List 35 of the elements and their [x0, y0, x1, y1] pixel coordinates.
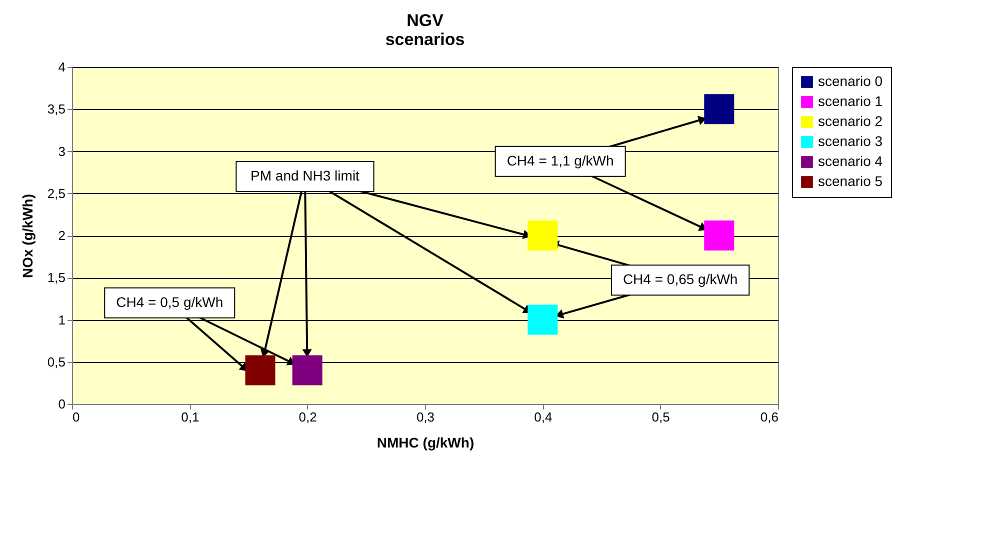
legend-label: scenario 2: [818, 113, 883, 129]
chart-title: NGV scenarios: [385, 11, 465, 49]
y-tick-label: 0: [58, 396, 66, 412]
point: [245, 355, 276, 386]
annotation: CH4 = 0,65 g/kWh: [622, 271, 738, 288]
x-tick-label: 0,1: [181, 410, 200, 424]
point: [292, 355, 322, 386]
y-tick-label: 3,5: [47, 102, 66, 117]
x-tick-label: 0,3: [416, 410, 435, 424]
annotation: CH4 = 0,5 g/kWh: [116, 294, 224, 310]
legend-label: scenario 0: [818, 73, 883, 89]
x-tick-label: 0,6: [760, 410, 778, 424]
legend-label: scenario 5: [818, 173, 883, 189]
y-tick-label: 0,5: [47, 354, 66, 370]
point: [704, 94, 734, 124]
y-tick-label: 4: [58, 60, 66, 74]
legend-label: scenario 4: [818, 153, 883, 169]
y-tick-label: 2: [58, 228, 66, 243]
legend-label: scenario 1: [818, 93, 883, 109]
annotation: PM and NH3 limit: [250, 168, 360, 184]
x-tick-label: 0,4: [534, 410, 552, 424]
y-tick-label: 1,5: [47, 270, 66, 286]
y-tick-label: 2,5: [47, 186, 66, 201]
point: [704, 220, 734, 250]
legend-label: scenario 3: [818, 133, 883, 149]
annotation: CH4 = 1,1 g/kWh: [506, 152, 614, 168]
x-tick-label: 0: [72, 410, 80, 424]
x-axis-title: NMHC (g/kWh): [376, 434, 474, 450]
x-tick-label: 0,5: [652, 410, 670, 424]
x-tick-label: 0,2: [298, 410, 317, 424]
y-tick-label: 3: [58, 144, 66, 159]
y-tick-label: 1: [58, 312, 66, 328]
point: [528, 304, 558, 335]
point: [528, 220, 558, 250]
y-axis-title: NOx (g/kWh): [19, 194, 36, 278]
